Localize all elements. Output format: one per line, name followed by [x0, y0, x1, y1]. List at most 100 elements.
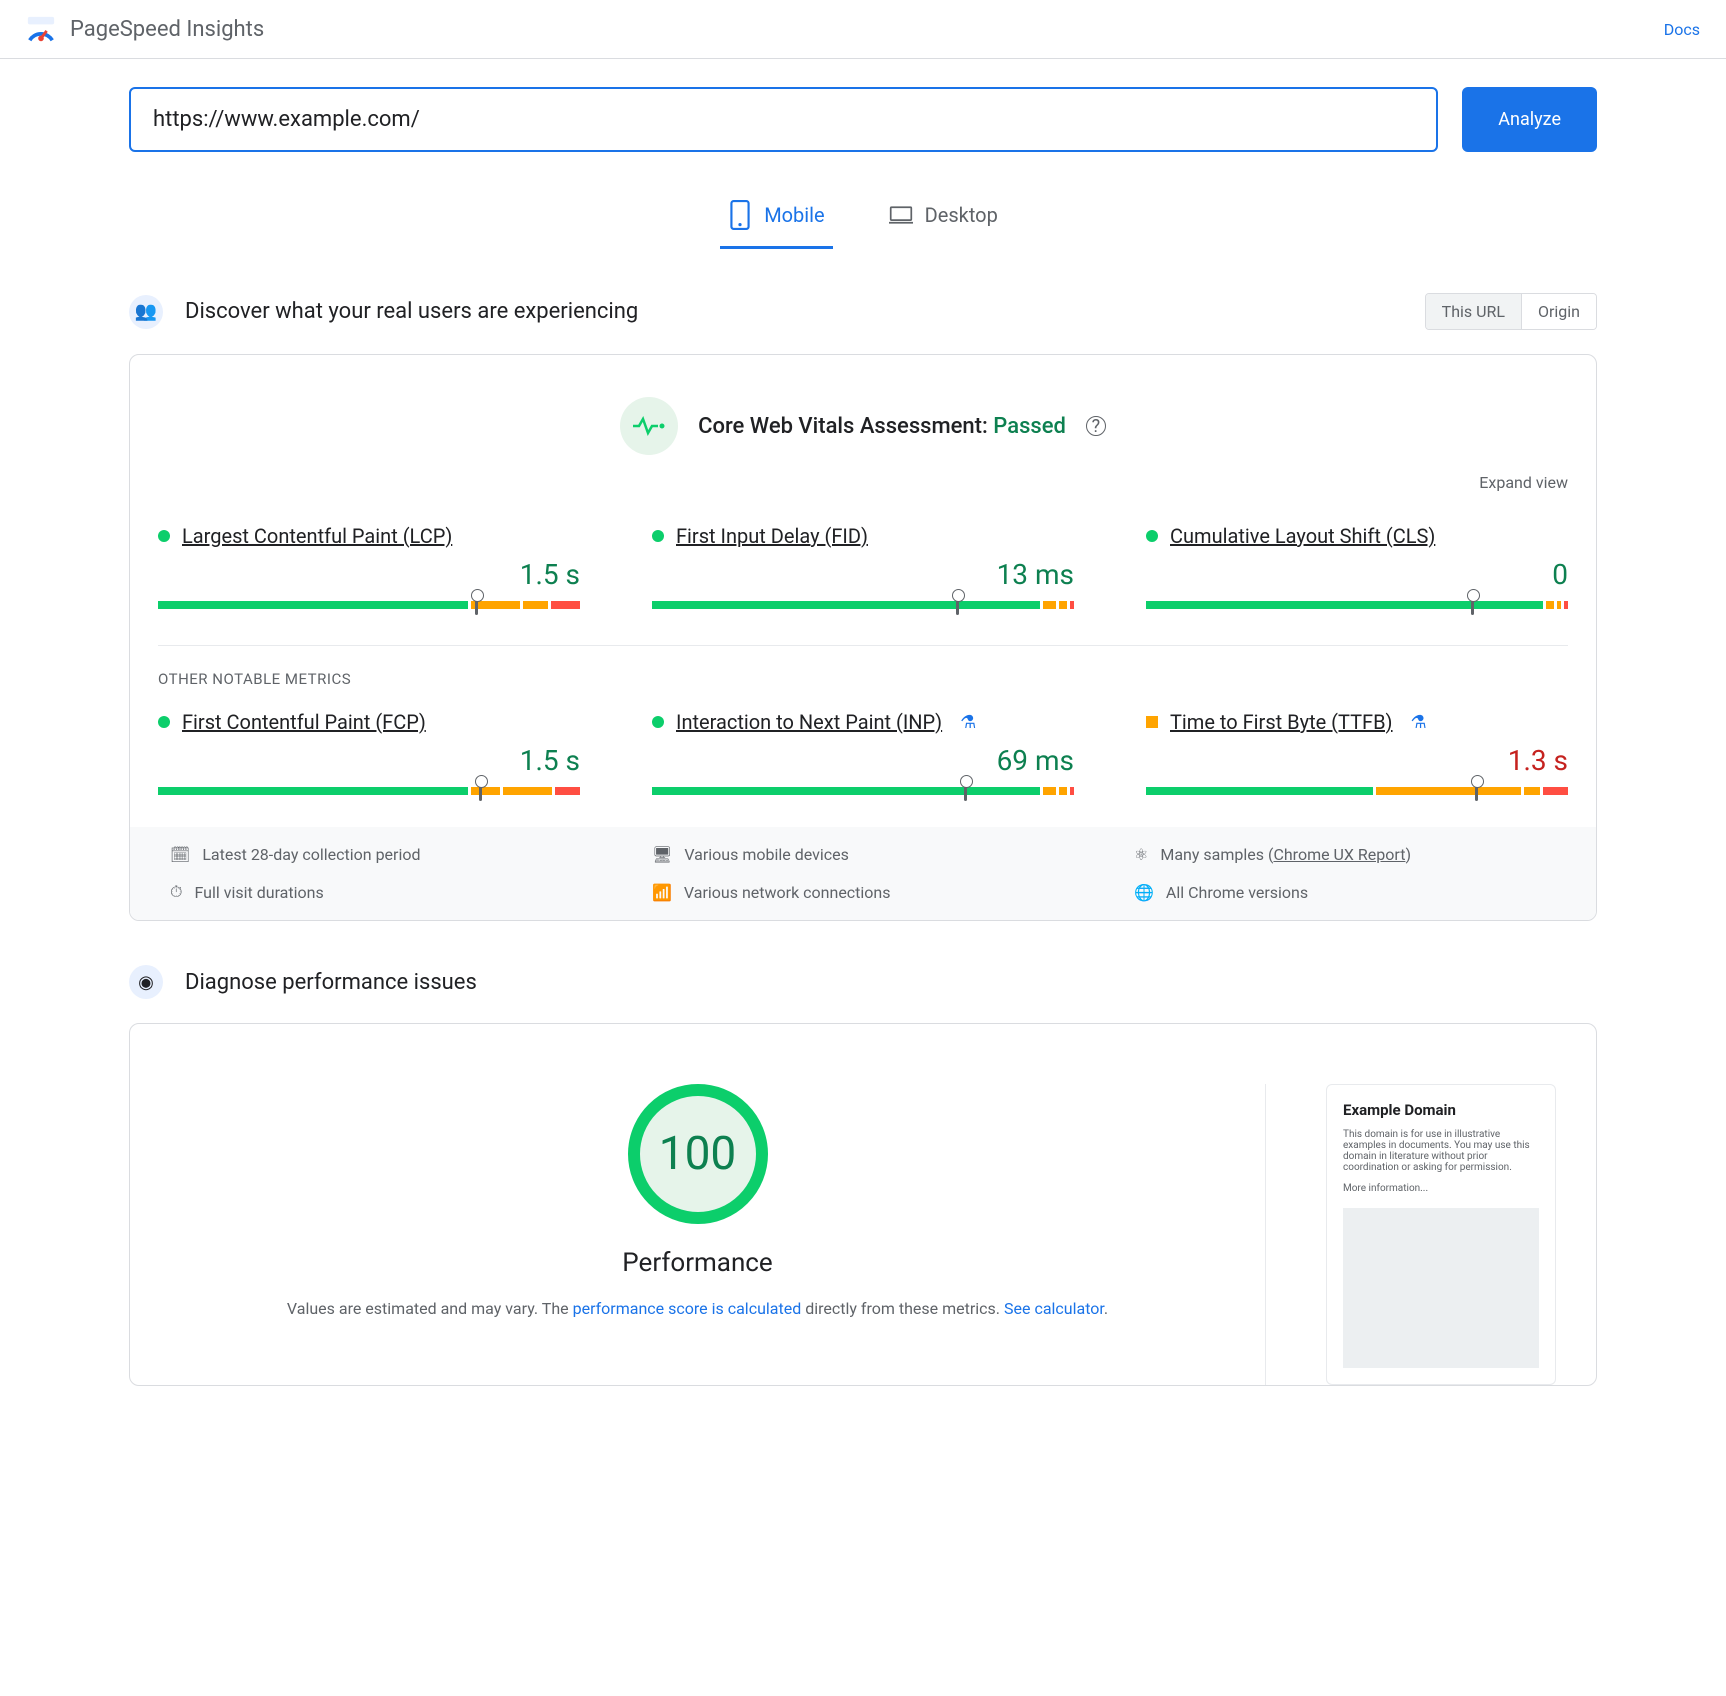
- page-preview: Example Domain This domain is for use in…: [1326, 1084, 1556, 1385]
- assessment-badge-icon: [620, 397, 678, 455]
- distribution-bar: [158, 787, 580, 795]
- metric-name-link[interactable]: Time to First Byte (TTFB): [1170, 710, 1393, 734]
- preview-body: This domain is for use in illustrative e…: [1343, 1129, 1539, 1173]
- percentile-marker: [1471, 595, 1474, 615]
- percentile-marker: [1475, 781, 1478, 801]
- metric: Largest Contentful Paint (LCP) 1.5 s: [158, 524, 580, 609]
- diagnose-title: Diagnose performance issues: [185, 970, 477, 995]
- metric-value: 13 ms: [652, 558, 1074, 591]
- metric-name-link[interactable]: Cumulative Layout Shift (CLS): [1170, 524, 1435, 548]
- help-icon[interactable]: ?: [1086, 416, 1106, 436]
- info-link[interactable]: Chrome UX Report: [1273, 845, 1405, 864]
- flask-icon: ⚗: [1411, 712, 1427, 733]
- header-left: PageSpeed Insights: [26, 14, 264, 44]
- metric: Interaction to Next Paint (INP) ⚗ 69 ms: [652, 710, 1074, 795]
- analyze-button[interactable]: Analyze: [1462, 87, 1597, 152]
- toggle-this-url[interactable]: This URL: [1426, 294, 1521, 329]
- assessment-row: Core Web Vitals Assessment: Passed ?: [130, 355, 1596, 473]
- score-calc-link[interactable]: performance score is calculated: [573, 1299, 802, 1318]
- info-item: 🗓Latest 28-day collection period: [170, 845, 592, 864]
- page-preview-column: Example Domain This domain is for use in…: [1326, 1084, 1556, 1385]
- percentile-marker: [475, 595, 478, 615]
- mobile-icon: [728, 200, 752, 230]
- distribution-bar: [1146, 601, 1568, 609]
- samples-icon: ⚛: [1134, 845, 1148, 864]
- metric-name-link[interactable]: First Contentful Paint (FCP): [182, 710, 426, 734]
- metric-value: 1.5 s: [158, 744, 580, 777]
- calendar-icon: 🗓: [170, 845, 190, 864]
- metrics-divider: [158, 645, 1568, 646]
- metric-name-link[interactable]: Interaction to Next Paint (INP): [676, 710, 942, 734]
- info-item: 🌐All Chrome versions: [1134, 882, 1556, 902]
- preview-title: Example Domain: [1343, 1101, 1539, 1119]
- assessment-label: Core Web Vitals Assessment:: [698, 414, 993, 439]
- other-metrics-grid: First Contentful Paint (FCP) 1.5 s Interac…: [130, 696, 1596, 827]
- toggle-origin[interactable]: Origin: [1521, 294, 1596, 329]
- metric-name-link[interactable]: First Input Delay (FID): [676, 524, 868, 548]
- scope-toggle: This URL Origin: [1425, 293, 1597, 330]
- tab-mobile[interactable]: Mobile: [720, 188, 832, 249]
- device-tabs: Mobile Desktop: [129, 188, 1597, 249]
- status-dot-icon: [652, 716, 664, 728]
- field-data-card: Core Web Vitals Assessment: Passed ? Exp…: [129, 354, 1597, 921]
- network-icon: 📶: [652, 883, 672, 902]
- tab-desktop-label: Desktop: [925, 203, 998, 227]
- collection-info-strip: 🗓Latest 28-day collection period 🖥Various…: [130, 827, 1596, 920]
- status-dot-icon: [158, 530, 170, 542]
- other-metrics-label: OTHER NOTABLE METRICS: [130, 650, 1596, 696]
- diagnose-section-head: ◉ Diagnose performance issues: [129, 965, 1597, 999]
- pagespeed-logo-icon: [26, 14, 56, 44]
- chrome-icon: 🌐: [1134, 883, 1154, 902]
- status-square-icon: [1146, 716, 1158, 728]
- metric: First Input Delay (FID) 13 ms: [652, 524, 1074, 609]
- tab-desktop[interactable]: Desktop: [881, 188, 1006, 249]
- metric-name-link[interactable]: Largest Contentful Paint (LCP): [182, 524, 452, 548]
- info-item: ⏱Full visit durations: [170, 882, 592, 902]
- expand-view-link[interactable]: Expand view: [130, 473, 1596, 510]
- performance-score: 100: [659, 1127, 737, 1181]
- app-header: PageSpeed Insights Docs: [0, 0, 1726, 59]
- docs-link[interactable]: Docs: [1664, 20, 1700, 39]
- performance-description: Values are estimated and may vary. The p…: [170, 1296, 1225, 1322]
- distribution-bar: [1146, 787, 1568, 795]
- core-metrics-grid: Largest Contentful Paint (LCP) 1.5 s First…: [130, 510, 1596, 641]
- timer-icon: ⏱: [170, 882, 182, 902]
- diagnose-icon: ◉: [129, 965, 163, 999]
- percentile-marker: [479, 781, 482, 801]
- flask-icon: ⚗: [960, 712, 976, 733]
- status-dot-icon: [652, 530, 664, 542]
- status-dot-icon: [1146, 530, 1158, 542]
- url-input[interactable]: [129, 87, 1438, 152]
- discover-section-head: 👥 Discover what your real users are expe…: [129, 293, 1597, 330]
- distribution-bar: [158, 601, 580, 609]
- info-item: 📶Various network connections: [652, 882, 1074, 902]
- calculator-link[interactable]: See calculator: [1004, 1299, 1104, 1318]
- discover-title: Discover what your real users are experi…: [185, 299, 638, 324]
- performance-score-column: 100 Performance Values are estimated and…: [170, 1084, 1266, 1385]
- assessment-text: Core Web Vitals Assessment: Passed: [698, 414, 1066, 439]
- distribution-bar: [652, 787, 1074, 795]
- metric: Time to First Byte (TTFB) ⚗ 1.3 s: [1146, 710, 1568, 795]
- performance-label: Performance: [170, 1248, 1225, 1278]
- lab-data-card: 100 Performance Values are estimated and…: [129, 1023, 1597, 1386]
- metric: Cumulative Layout Shift (CLS) 0: [1146, 524, 1568, 609]
- status-dot-icon: [158, 716, 170, 728]
- tab-mobile-label: Mobile: [764, 203, 824, 227]
- metric: First Contentful Paint (FCP) 1.5 s: [158, 710, 580, 795]
- preview-screenshot: [1343, 1208, 1539, 1368]
- preview-more: More information...: [1343, 1183, 1539, 1194]
- performance-gauge: 100: [628, 1084, 768, 1224]
- metric-value: 1.3 s: [1146, 744, 1568, 777]
- devices-icon: 🖥: [652, 845, 672, 864]
- metric-value: 0: [1146, 558, 1568, 591]
- assessment-status: Passed: [993, 414, 1066, 439]
- percentile-marker: [956, 595, 959, 615]
- brand-title: PageSpeed Insights: [70, 17, 264, 42]
- search-row: Analyze: [129, 87, 1597, 152]
- info-item: 🖥Various mobile devices: [652, 845, 1074, 864]
- metric-value: 69 ms: [652, 744, 1074, 777]
- metric-value: 1.5 s: [158, 558, 580, 591]
- desktop-icon: [889, 200, 913, 230]
- info-item: ⚛Many samples (Chrome UX Report): [1134, 845, 1556, 864]
- discover-icon: 👥: [129, 295, 163, 329]
